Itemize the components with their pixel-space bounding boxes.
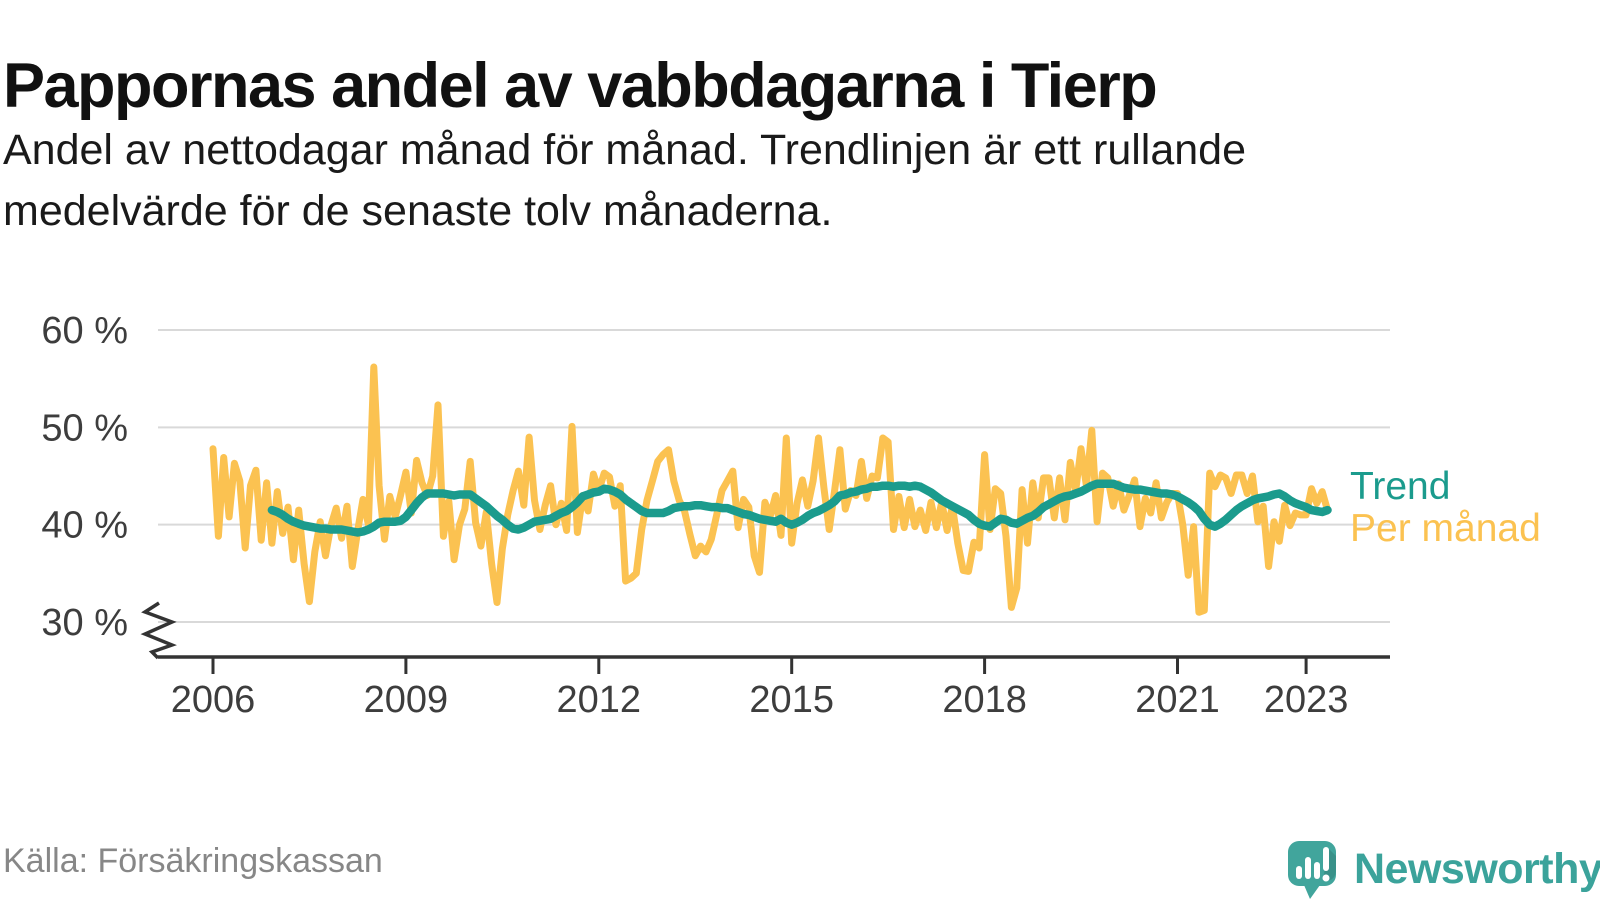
y-tick-label: 30 %	[41, 602, 128, 644]
y-tick-label: 50 %	[41, 407, 128, 449]
logo-bar-1	[1296, 866, 1302, 879]
legend-item-per-month: Per månad	[1350, 507, 1541, 550]
x-tick-label: 2009	[364, 679, 449, 721]
logo-bar-2	[1305, 857, 1311, 879]
logo-shade	[1323, 848, 1336, 881]
x-tick-label: 2006	[171, 679, 256, 721]
logo-bar-3	[1314, 862, 1320, 879]
y-tick-label: 60 %	[41, 310, 128, 352]
chart-title: Pappornas andel av vabbdagarna i Tierp	[3, 51, 1158, 122]
newsworthy-logo-icon[interactable]	[1287, 840, 1337, 900]
source-label: Källa: Försäkringskassan	[3, 842, 383, 880]
logo-exclamation-dot	[1322, 874, 1330, 882]
legend-item-trend: Trend	[1350, 465, 1451, 508]
x-tick-label: 2018	[942, 679, 1027, 721]
chart-subtitle: Andel av nettodagar månad för månad. Tre…	[3, 120, 1563, 242]
brand-name[interactable]: Newsworthy	[1354, 845, 1600, 893]
y-axis-break-icon	[140, 601, 177, 660]
x-tick-label: 2021	[1135, 679, 1220, 721]
chart-subtitle-line-2: medelvärde för de senaste tolv månaderna…	[3, 187, 833, 235]
chart-subtitle-line-1: Andel av nettodagar månad för månad. Tre…	[3, 126, 1247, 174]
logo-exclamation-bar	[1323, 847, 1329, 871]
chart-legend: Trend Per månad	[1350, 466, 1541, 550]
series-line-per-month	[209, 363, 1331, 616]
x-tick-label: 2012	[557, 679, 642, 721]
x-tick-label: 2023	[1264, 679, 1349, 721]
y-tick-label: 40 %	[41, 505, 128, 547]
series-line-trend	[267, 479, 1332, 537]
logo-bubble-tail	[1304, 885, 1320, 899]
x-tick-label: 2015	[749, 679, 834, 721]
